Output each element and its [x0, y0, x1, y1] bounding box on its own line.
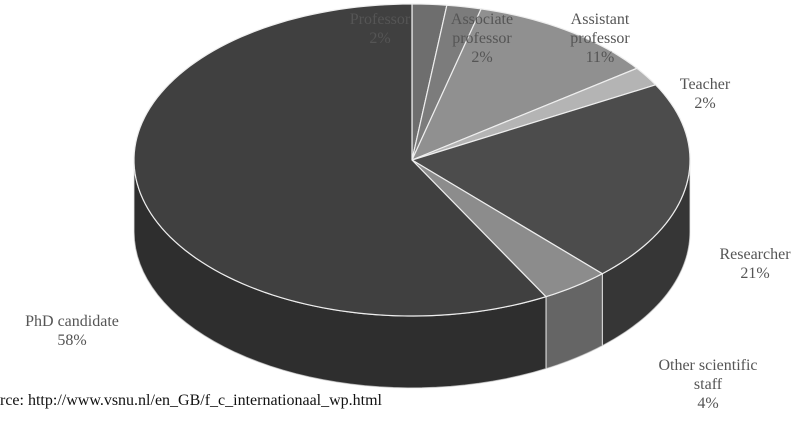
- slice-label: Associate professor 2%: [437, 10, 527, 67]
- slice-percent: 21%: [740, 265, 770, 282]
- slice: [133, 3, 548, 317]
- slice-label: Assistant professor 11%: [550, 10, 650, 67]
- slice-name: Other scientific staff: [658, 357, 758, 393]
- side-shade: [602, 160, 690, 346]
- slice-percent: 2%: [694, 95, 716, 112]
- slice-percent: 58%: [57, 332, 87, 349]
- side-shade: [134, 160, 546, 388]
- slice-percent: 4%: [697, 395, 719, 412]
- slice-name: Researcher: [719, 246, 791, 263]
- slice-name: Teacher: [679, 76, 731, 93]
- side-shade: [545, 273, 603, 369]
- slice-name: Professor: [349, 11, 411, 28]
- slice-label: Researcher 21%: [700, 245, 810, 283]
- source-note: rce: http://www.vsnu.nl/en_GB/f_c_intern…: [0, 392, 382, 409]
- slice-name: Assistant professor: [570, 11, 630, 47]
- slice-percent: 2%: [471, 49, 493, 66]
- slice-label: Other scientific staff 4%: [648, 356, 768, 413]
- slice: [410, 84, 691, 275]
- slice-percent: 11%: [585, 49, 615, 66]
- slice: [410, 8, 639, 162]
- slice-label: PhD candidate 58%: [0, 312, 147, 350]
- slice-label: Teacher 2%: [660, 75, 750, 113]
- slice-name: Associate professor: [450, 11, 514, 47]
- slice-percent: 2%: [369, 30, 391, 47]
- slice-name: PhD candidate: [25, 313, 119, 330]
- slice-label: Professor 2%: [335, 10, 425, 48]
- slice: [411, 159, 604, 298]
